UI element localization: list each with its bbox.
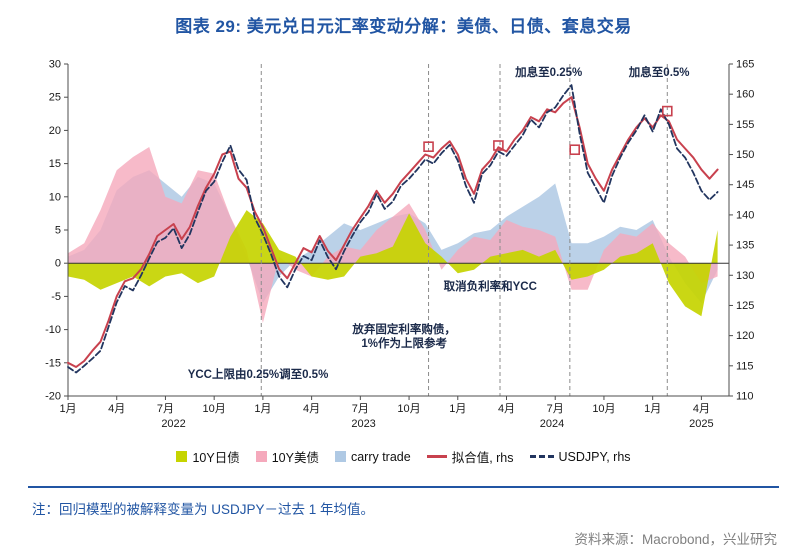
right-tick-label: 145	[736, 179, 754, 191]
left-tick-label: -10	[45, 324, 61, 336]
left-tick-label: 10	[49, 191, 61, 203]
right-tick-label: 160	[736, 89, 754, 101]
legend-swatch-dashed-line-icon	[529, 455, 554, 458]
legend-item: 10Y美债	[255, 447, 319, 466]
legend-label: 10Y美债	[271, 451, 319, 465]
x-tick-label: 1月	[254, 403, 271, 415]
legend-item: 10Y日债	[176, 447, 240, 466]
chart-annotation: 取消负利率和YCC	[444, 279, 537, 293]
legend-item: carry trade	[334, 449, 411, 464]
left-tick-label: 5	[55, 225, 61, 237]
x-tick-label: 4月	[303, 403, 320, 415]
x-tick-label: 4月	[498, 403, 515, 415]
year-label: 2025	[689, 418, 713, 430]
left-tick-label: -15	[45, 357, 61, 369]
separator-line	[28, 486, 779, 488]
legend-item: 拟合值, rhs	[426, 447, 514, 466]
event-marker	[661, 105, 673, 117]
usdjpy-line	[67, 84, 719, 374]
right-tick-label: 125	[736, 300, 754, 312]
event-marker	[569, 144, 581, 156]
area-series	[68, 147, 718, 323]
legend-label: USDJPY, rhs	[558, 449, 631, 464]
left-tick-label: -5	[51, 291, 61, 303]
legend-swatch-area-icon	[176, 451, 188, 462]
x-tick-label: 10月	[203, 403, 226, 415]
legend-swatch-line-icon	[426, 455, 447, 458]
x-tick-label: 7月	[547, 403, 564, 415]
legend-swatch-area-icon	[255, 451, 267, 462]
x-tick-label: 4月	[108, 403, 125, 415]
x-tick-label: 7月	[157, 403, 174, 415]
event-marker	[493, 140, 504, 151]
right-tick-label: 150	[736, 149, 754, 161]
left-tick-label: 0	[55, 258, 61, 270]
x-tick-label: 4月	[693, 403, 710, 415]
year-label: 2022	[161, 418, 185, 430]
x-tick-label: 1月	[449, 403, 466, 415]
left-tick-label: 20	[49, 125, 61, 137]
year-label: 2023	[351, 418, 375, 430]
left-tick-label: -20	[45, 391, 61, 403]
right-tick-label: 165	[736, 59, 754, 71]
source-text: 资料来源：Macrobond，兴业研究	[574, 532, 777, 547]
event-marker	[423, 141, 434, 152]
chart-title: 图表 29: 美元兑日元汇率变动分解：美债、日债、套息交易	[175, 17, 632, 36]
chart-annotation: 加息至0.5%	[628, 65, 690, 79]
right-tick-label: 110	[736, 391, 754, 403]
year-label: 2024	[540, 418, 564, 430]
chart-annotation: 放弃固定利率购债， 1%作为上限参考	[351, 322, 456, 350]
x-tick-label: 1月	[644, 403, 661, 415]
right-tick-label: 130	[736, 270, 754, 282]
left-tick-label: 25	[49, 92, 61, 104]
x-tick-label: 7月	[352, 403, 369, 415]
right-tick-label: 115	[736, 360, 754, 372]
right-tick-label: 135	[736, 240, 754, 252]
chart-annotation: 加息至0.25%	[514, 65, 582, 79]
chart-canvas: 30 25 20 15 10 5 0 -5 -10 -15 -20 165 160 155 150 145 14…	[45, 59, 754, 431]
right-tick-label: 120	[736, 330, 754, 342]
x-tick-label: 10月	[592, 403, 615, 415]
right-tick-label: 155	[736, 119, 754, 131]
left-tick-label: 30	[49, 59, 61, 71]
x-tick-label: 10月	[397, 403, 420, 415]
right-tick-label: 140	[736, 209, 754, 221]
note-text: 注：回归模型的被解释变量为 USDJPY－过去 1 年均值。	[32, 502, 375, 517]
legend-label: carry trade	[350, 449, 411, 464]
legend-label: 拟合值, rhs	[451, 451, 514, 465]
chart-area: 30 25 20 15 10 5 0 -5 -10 -15 -20 165 160 155 150 145 14…	[22, 50, 777, 449]
x-tick-label: 1月	[59, 403, 76, 415]
legend-swatch-area-icon	[334, 451, 346, 462]
fitted-line	[67, 96, 719, 368]
chart-legend: 10Y日债 10Y美债 carry trade 拟合值, rhs USDJPY, rhs	[0, 447, 807, 466]
left-tick-label: 15	[49, 158, 61, 170]
chart-annotation: YCC上限由0.25%调至0.5%	[188, 367, 329, 381]
legend-item: USDJPY, rhs	[529, 449, 631, 464]
legend-label: 10Y日债	[192, 451, 240, 465]
